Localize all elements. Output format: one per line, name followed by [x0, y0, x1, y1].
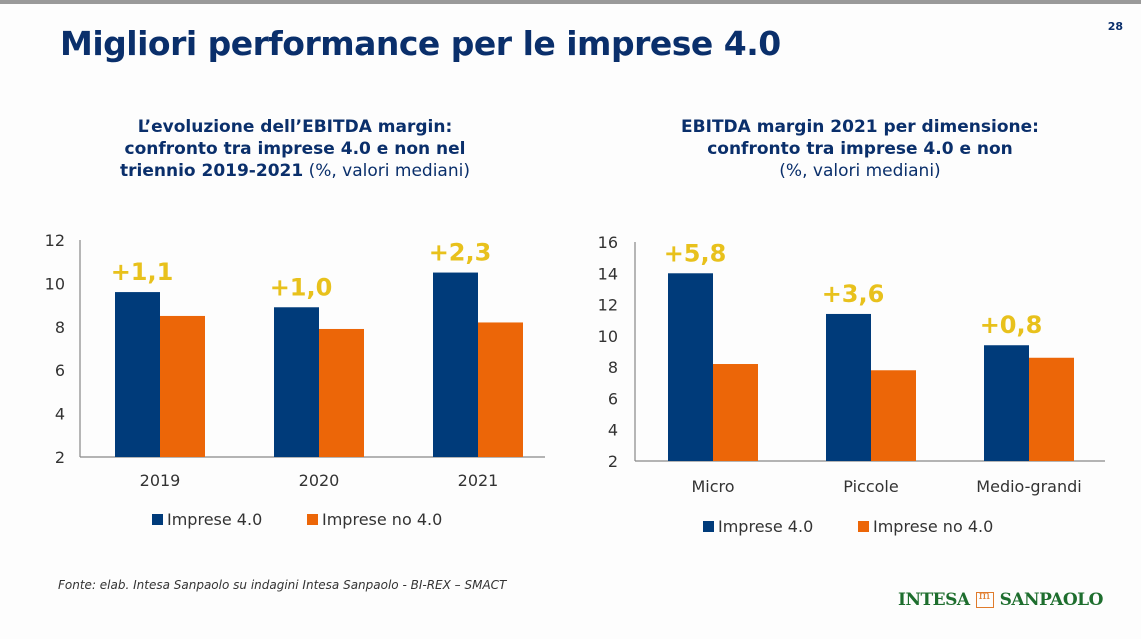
chart-2-title-line3-light: (%, valori mediani)	[779, 161, 941, 181]
c2-bar-imprese-4-0-micro	[668, 273, 713, 461]
c1-legend-swatch	[307, 514, 318, 525]
c1-delta-annotation: +1,1	[111, 258, 174, 286]
c2-bar-imprese-no-4-0-medio-grandi	[1029, 357, 1074, 461]
c2-bar-imprese-no-4-0-piccole	[871, 370, 916, 461]
c2-y-tick-label: 12	[598, 296, 618, 315]
c2-y-tick-label: 6	[608, 389, 618, 408]
c2-delta-annotation: +3,6	[822, 280, 885, 308]
c2-bar-imprese-no-4-0-micro	[713, 364, 758, 461]
c1-bar-imprese-no-4-0-2021	[478, 322, 523, 457]
c1-legend-label: Imprese 4.0	[167, 510, 262, 529]
logo-text-right: SANPAOLO	[999, 590, 1104, 610]
c1-y-tick-label: 4	[55, 405, 65, 424]
chart-1-title-line3-light: (%, valori mediani)	[303, 161, 470, 181]
c2-y-tick-label: 16	[598, 233, 618, 252]
c1-y-tick-label: 2	[55, 448, 65, 467]
chart-2-title-line1: EBITDA margin 2021 per dimensione:	[681, 117, 1039, 137]
c1-bar-imprese-4-0-2019	[115, 292, 160, 457]
c2-bar-imprese-4-0-medio-grandi	[984, 345, 1029, 461]
chart-2-title-line2: confronto tra imprese 4.0 e non	[707, 139, 1013, 159]
c1-bar-imprese-4-0-2020	[274, 307, 319, 457]
c2-x-tick-label: Piccole	[843, 477, 898, 496]
chart-1-title-line2: confronto tra imprese 4.0 e non nel	[124, 139, 466, 159]
c2-y-tick-label: 8	[608, 358, 618, 377]
intesa-sanpaolo-logo: INTESA SANPAOLO	[898, 588, 1104, 610]
chart-2-title: EBITDA margin 2021 per dimensione: confr…	[650, 116, 1070, 182]
c1-bar-imprese-no-4-0-2020	[319, 328, 364, 457]
page-number: 28	[1107, 20, 1123, 33]
c1-x-tick-label: 2020	[299, 471, 340, 490]
chart-1-title: L’evoluzione dell’EBITDA margin: confron…	[80, 116, 510, 182]
c2-legend-label: Imprese no 4.0	[873, 517, 993, 536]
c1-y-tick-label: 8	[55, 318, 65, 337]
c1-y-tick-label: 10	[45, 274, 65, 293]
source-note: Fonte: elab. Intesa Sanpaolo su indagini…	[58, 578, 507, 592]
logo-text-left: INTESA	[898, 590, 970, 610]
c2-y-tick-label: 4	[608, 421, 618, 440]
c2-y-tick-label: 10	[598, 327, 618, 346]
c1-y-tick-label: 6	[55, 361, 65, 380]
c1-y-tick-label: 12	[45, 231, 65, 250]
c1-x-tick-label: 2021	[458, 471, 499, 490]
c2-delta-annotation: +5,8	[664, 239, 727, 267]
c2-legend-label: Imprese 4.0	[718, 517, 813, 536]
c1-bar-imprese-4-0-2021	[433, 272, 478, 457]
c1-bar-imprese-no-4-0-2019	[160, 315, 205, 457]
c2-y-tick-label: 14	[598, 264, 618, 283]
c1-delta-annotation: +1,0	[270, 273, 333, 301]
chart-1-title-line1: L’evoluzione dell’EBITDA margin:	[137, 117, 453, 137]
c1-legend-swatch	[152, 514, 163, 525]
c1-delta-annotation: +2,3	[429, 239, 492, 267]
top-bar	[0, 0, 1141, 4]
chart-1-title-line3-bold: triennio 2019-2021	[120, 161, 304, 181]
c2-x-tick-label: Micro	[691, 477, 734, 496]
c2-y-tick-label: 2	[608, 452, 618, 471]
logo-emblem-icon	[975, 588, 994, 608]
c2-x-tick-label: Medio-grandi	[976, 477, 1081, 496]
c2-legend-swatch	[858, 521, 869, 532]
c2-delta-annotation: +0,8	[980, 311, 1043, 339]
c2-legend-swatch	[703, 521, 714, 532]
c1-legend-label: Imprese no 4.0	[322, 510, 442, 529]
c2-bar-imprese-4-0-piccole	[826, 313, 871, 461]
page-title: Migliori performance per le imprese 4.0	[60, 24, 781, 63]
c1-x-tick-label: 2019	[140, 471, 181, 490]
